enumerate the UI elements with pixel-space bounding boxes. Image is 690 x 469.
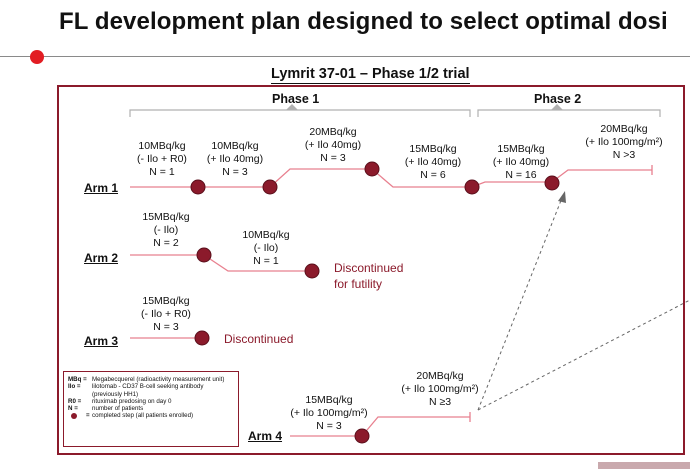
title-accent-dot [30,50,44,64]
legend-row: N = number of patients [68,405,234,412]
arm3-note: Discontinued [224,332,294,346]
legend-value: rituximab predosing on day 0 [92,397,172,405]
legend-row: = completed step (all patients enrolled) [68,412,234,419]
legend-row: Ilo = lilotomab - CD37 B-cell seeking an… [68,383,234,398]
arm1-step2-dot [262,179,278,195]
arm4-label: Arm 4 [248,429,283,443]
phase2-label: Phase 2 [534,92,582,106]
phase-brackets [129,109,661,117]
trial-subtitle: Lymrit 37-01 – Phase 1/2 trial [271,66,470,84]
arm1-step6-dose: 20MBq/kg (+ Ilo 100mg/m²) N >3 [585,123,663,161]
arm1-step3-dose: 20MBq/kg (+ Ilo 40mg) N = 3 [304,126,362,164]
arm4-path [290,412,471,437]
arm1-step1-dot [190,179,206,195]
phase2-marker [551,104,563,110]
arm4-step1-dot [354,428,370,444]
legend-key: MBq = [68,376,87,383]
arm2-step1-dose: 15MBq/kg (- Ilo) N = 2 [142,211,190,249]
legend-box: MBq = Megabecquerel (radioactivity measu… [63,371,239,447]
slide-title: FL development plan designed to select o… [59,8,668,35]
legend-row: MBq = Megabecquerel (radioactivity measu… [68,376,234,383]
arm1-step5-dose: 15MBq/kg (+ Ilo 40mg) N = 16 [492,143,550,181]
arm3-label: Arm 3 [84,334,119,348]
arm3-step1-dose: 15MBq/kg (- Ilo + R0) N = 3 [141,295,191,333]
legend-value: completed step (all patients enrolled) [92,412,194,420]
phase1-marker [286,104,298,110]
legend-equals: = [86,412,90,420]
legend-value: Megabecquerel (radioactivity measurement… [92,376,225,383]
slide-footer-block [598,462,690,469]
arm2-label: Arm 2 [84,251,119,265]
arm2-step2-dose: 10MBq/kg (- Ilo) N = 1 [242,229,290,267]
arm2-path [130,254,306,272]
arm3-step1-dot [194,330,210,346]
legend-key: R0 = [68,397,82,405]
legend-row: R0 = rituximab predosing on day 0 [68,398,234,405]
arm2-note: Discontinued for futility [334,261,404,291]
legend-key: = [68,412,92,419]
arm1-step2-dose: 10MBq/kg (+ Ilo 40mg) N = 3 [206,140,264,178]
completed-step-dot-icon [71,412,77,419]
arm1-step4-dose: 15MBq/kg (+ Ilo 40mg) N = 6 [404,143,462,181]
arm4-step1-dose: 15MBq/kg (+ Ilo 100mg/m²) N = 3 [290,394,368,432]
arrow-head [558,191,566,203]
arm1-step5-dot [544,175,560,191]
legend-key: Ilo = [68,383,81,391]
legend-value: lilotomab - CD37 B-cell seeking antibody… [92,383,204,398]
arm2-step1-dot [196,247,212,263]
legend-value: number of patients [92,405,144,413]
trial-diagram-frame [57,85,685,455]
arm1-step1-dose: 10MBq/kg (- Ilo + R0) N = 1 [137,140,187,178]
arm2-step2-dot [304,263,320,279]
dashed-arrows [477,197,690,411]
arm4-step2-dose: 20MBq/kg (+ Ilo 100mg/m²) N ≥3 [401,370,479,408]
title-divider [0,56,690,57]
arm1-label: Arm 1 [84,181,119,195]
arm1-step4-dot [464,179,480,195]
arm1-step3-dot [364,161,380,177]
legend-key: N = [68,405,78,413]
phase1-label: Phase 1 [272,92,320,106]
